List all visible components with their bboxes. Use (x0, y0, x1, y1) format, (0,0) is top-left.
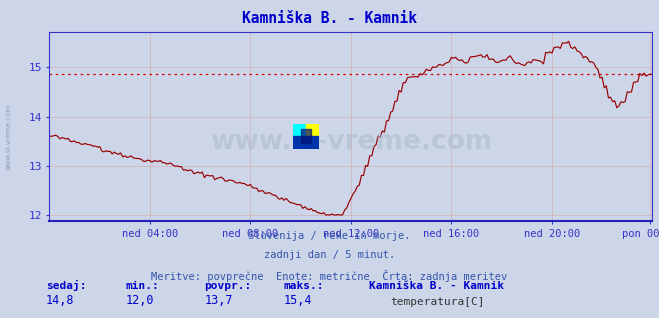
Text: 12,0: 12,0 (125, 294, 154, 307)
Text: temperatura[C]: temperatura[C] (390, 297, 484, 307)
Text: min.:: min.: (125, 281, 159, 291)
Text: www.si-vreme.com: www.si-vreme.com (210, 128, 492, 155)
Text: Slovenija / reke in morje.: Slovenija / reke in morje. (248, 231, 411, 240)
Text: maks.:: maks.: (283, 281, 324, 291)
Text: Kamniška B. - Kamnik: Kamniška B. - Kamnik (369, 281, 504, 291)
Polygon shape (301, 129, 311, 143)
Text: 15,4: 15,4 (283, 294, 312, 307)
Text: 13,7: 13,7 (204, 294, 233, 307)
Text: sedaj:: sedaj: (46, 280, 86, 291)
Text: Meritve: povprečne  Enote: metrične  Črta: zadnja meritev: Meritve: povprečne Enote: metrične Črta:… (152, 270, 507, 282)
Text: zadnji dan / 5 minut.: zadnji dan / 5 minut. (264, 250, 395, 260)
Text: www.si-vreme.com: www.si-vreme.com (5, 104, 11, 170)
Text: 14,8: 14,8 (46, 294, 74, 307)
Text: Kamniška B. - Kamnik: Kamniška B. - Kamnik (242, 11, 417, 26)
Text: povpr.:: povpr.: (204, 281, 252, 291)
